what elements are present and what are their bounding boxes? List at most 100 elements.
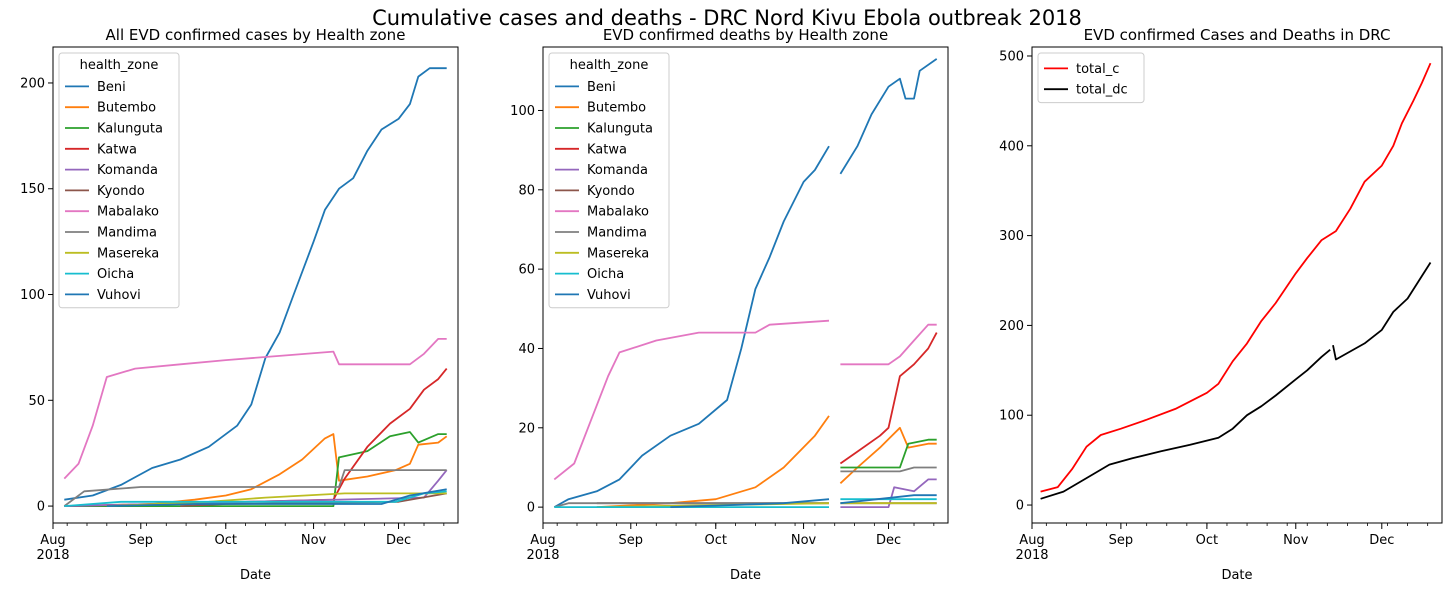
x-axis-label: Date xyxy=(240,568,271,583)
x-tick-label: Oct xyxy=(705,533,727,548)
legend-label-komanda: Komanda xyxy=(97,163,158,178)
y-tick-label: 200 xyxy=(20,76,45,91)
y-tick-label: 150 xyxy=(20,182,45,197)
series-line-butembo xyxy=(118,433,448,507)
legend-label-oicha: Oicha xyxy=(587,267,624,282)
series-line-vuhovi xyxy=(106,488,447,507)
legend-label-vuhovi: Vuhovi xyxy=(97,288,141,303)
legend-label-kyondo: Kyondo xyxy=(97,184,145,199)
x-axis-label: Date xyxy=(730,568,761,583)
legend-label-masereka: Masereka xyxy=(587,246,649,261)
x-tick-sublabel: 2018 xyxy=(526,548,559,563)
legend: total_c total_dc xyxy=(1037,52,1145,104)
x-tick-label: Nov xyxy=(1283,533,1309,548)
legend-box xyxy=(58,52,180,309)
series-group xyxy=(63,67,448,507)
legend: health_zone Beni Butembo Kalunguta Katwa Koma… xyxy=(548,52,670,309)
x-tick-label: Oct xyxy=(1196,533,1218,548)
x-tick-label: Aug xyxy=(1019,533,1044,548)
chart-3: EVD confirmed Cases and Deaths in DRC 0 10… xyxy=(999,26,1443,583)
y-tick-label: 0 xyxy=(37,500,45,515)
series-line-mandima xyxy=(63,469,447,507)
legend-label-total-dc: total_dc xyxy=(1076,83,1128,98)
legend-label-oicha: Oicha xyxy=(97,267,134,282)
x-tick-label: Dec xyxy=(1369,533,1394,548)
x-tick-label: Sep xyxy=(619,533,644,548)
axes-frame xyxy=(1031,46,1443,524)
legend-label-butembo: Butembo xyxy=(587,101,646,116)
series-line-total-dc xyxy=(1040,262,1432,500)
legend-label-butembo: Butembo xyxy=(97,101,156,116)
legend-label-total-c: total_c xyxy=(1076,62,1119,77)
legend: health_zone Beni Butembo Kalunguta Katwa Koma… xyxy=(58,52,180,309)
x-tick-label: Dec xyxy=(876,533,901,548)
x-tick-label: Sep xyxy=(129,533,154,548)
legend-title: health_zone xyxy=(80,58,159,73)
series-line-mandima xyxy=(554,466,937,508)
y-tick-label: 20 xyxy=(518,421,535,436)
x-tick-label: Nov xyxy=(791,533,817,548)
y-tick-label: 300 xyxy=(999,229,1024,244)
y-tick-label: 0 xyxy=(527,501,535,516)
y-tick-label: 60 xyxy=(518,263,535,278)
legend-label-kalunguta: Kalunguta xyxy=(97,122,163,137)
legend-label-masereka: Masereka xyxy=(97,246,159,261)
x-tick-label: Oct xyxy=(215,533,237,548)
y-tick-label: 100 xyxy=(510,104,535,119)
series-line-komanda xyxy=(840,478,937,508)
chart-title: All EVD confirmed cases by Health zone xyxy=(106,26,406,44)
figure-suptitle: Cumulative cases and deaths - DRC Nord K… xyxy=(372,6,1082,30)
y-tick-label: 200 xyxy=(999,319,1024,334)
legend-label-katwa: Katwa xyxy=(97,142,137,157)
series-line-masereka xyxy=(106,492,447,507)
x-axis-label: Date xyxy=(1221,568,1252,583)
series-line-vuhovi xyxy=(670,494,937,508)
legend-label-katwa: Katwa xyxy=(587,142,627,157)
legend-label-mandima: Mandima xyxy=(587,226,647,241)
y-tick-label: 80 xyxy=(518,183,535,198)
series-line-kalunguta xyxy=(840,438,937,469)
series-group xyxy=(1040,62,1432,500)
y-tick-label: 100 xyxy=(20,288,45,303)
legend-label-mandima: Mandima xyxy=(97,226,157,241)
x-tick-sublabel: 2018 xyxy=(1015,548,1048,563)
series-line-total-c xyxy=(1040,62,1432,493)
x-tick-label: Aug xyxy=(40,533,65,548)
legend-label-komanda: Komanda xyxy=(587,163,648,178)
x-tick-label: Dec xyxy=(386,533,411,548)
legend-label-mabalako: Mabalako xyxy=(587,205,649,220)
legend-label-beni: Beni xyxy=(97,80,126,95)
y-tick-label: 400 xyxy=(999,139,1024,154)
legend-label-beni: Beni xyxy=(587,80,616,95)
y-tick-label: 50 xyxy=(28,394,45,409)
x-tick-label: Sep xyxy=(1109,533,1134,548)
legend-box xyxy=(548,52,670,309)
y-tick-label: 100 xyxy=(999,409,1024,424)
series-line-mabalako xyxy=(63,338,447,480)
chart-title: EVD confirmed Cases and Deaths in DRC xyxy=(1084,26,1391,44)
legend-label-kyondo: Kyondo xyxy=(587,184,635,199)
series-line-mabalako xyxy=(553,319,937,481)
legend-label-kalunguta: Kalunguta xyxy=(587,122,653,137)
chart-1: All EVD confirmed cases by Health zone 0 5… xyxy=(20,26,459,583)
y-tick-label: 500 xyxy=(999,49,1024,64)
series-line-kyondo xyxy=(180,492,447,507)
chart-title: EVD confirmed deaths by Health zone xyxy=(603,26,888,44)
x-tick-label: Nov xyxy=(301,533,327,548)
legend-title: health_zone xyxy=(570,58,649,73)
chart-2: EVD confirmed deaths by Health zone 0 20 40… xyxy=(510,26,949,583)
axes-frame xyxy=(52,46,459,524)
legend-box xyxy=(1037,52,1145,104)
axes-frame xyxy=(542,46,949,524)
y-tick-label: 0 xyxy=(1016,499,1024,514)
series-line-katwa xyxy=(839,332,938,465)
series-group xyxy=(553,58,938,508)
series-line-kalunguta xyxy=(64,431,447,507)
legend-label-mabalako: Mabalako xyxy=(97,205,159,220)
x-tick-sublabel: 2018 xyxy=(36,548,69,563)
series-line-katwa xyxy=(64,368,448,507)
series-line-beni xyxy=(64,67,447,501)
x-tick-label: Aug xyxy=(530,533,555,548)
